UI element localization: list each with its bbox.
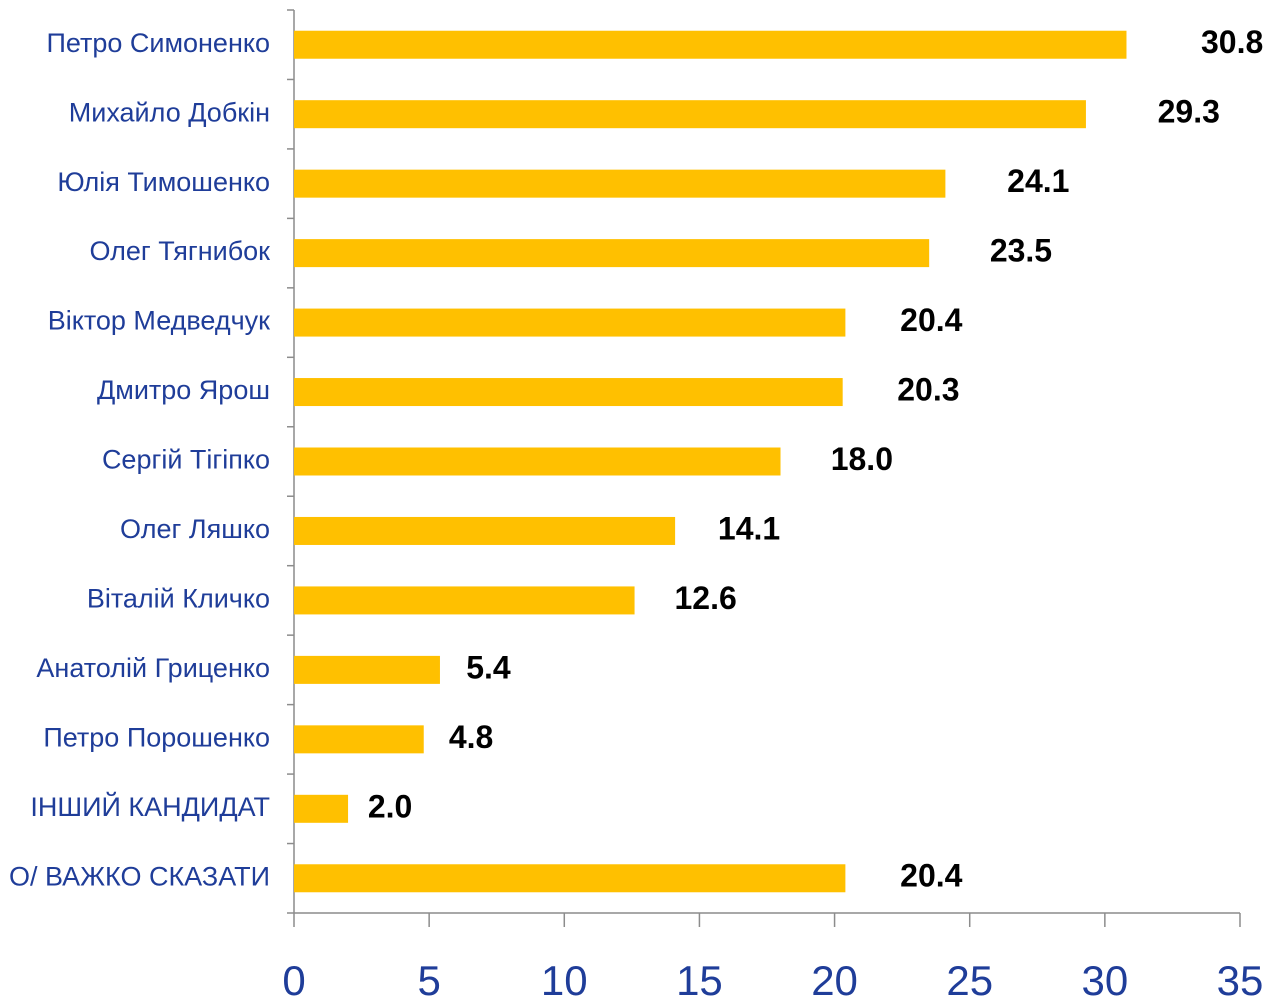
x-tick-label: 5 — [417, 957, 440, 1002]
bar — [294, 655, 440, 684]
value-label: 2.0 — [368, 788, 412, 824]
category-label: Анатолій Гриценко — [36, 653, 270, 683]
value-label: 14.1 — [718, 510, 780, 546]
category-label: Юлія Тимошенко — [57, 167, 270, 197]
category-label: Олег Тягнибок — [89, 236, 270, 266]
category-label: О/ ВАЖКО СКАЗАТИ — [9, 861, 270, 891]
bar — [294, 794, 349, 823]
category-label: Віталій Кличко — [87, 584, 270, 614]
value-label: 12.6 — [675, 580, 737, 616]
bar — [294, 447, 781, 476]
x-tick-label: 0 — [282, 957, 305, 1002]
value-label: 4.8 — [449, 719, 493, 755]
bar — [294, 378, 843, 407]
category-label: Сергій Тігіпко — [102, 445, 270, 475]
value-label: 30.8 — [1201, 24, 1263, 60]
x-tick-label: 35 — [1217, 957, 1264, 1002]
bar — [294, 308, 846, 337]
category-label: Віктор Медведчук — [48, 306, 270, 336]
x-tick-label: 30 — [1081, 957, 1128, 1002]
bar — [294, 239, 930, 268]
value-label: 23.5 — [990, 233, 1052, 269]
bar — [294, 169, 946, 198]
bar — [294, 725, 424, 754]
bar — [294, 100, 1086, 129]
value-label: 20.4 — [900, 302, 962, 338]
value-label: 5.4 — [466, 649, 511, 685]
bar — [294, 30, 1127, 59]
bar — [294, 586, 635, 615]
category-label: ІНШИЙ КАНДИДАТ — [30, 791, 270, 822]
category-label: Михайло Добкін — [69, 97, 270, 127]
bar — [294, 516, 676, 545]
value-label: 18.0 — [831, 441, 893, 477]
value-label: 24.1 — [1007, 163, 1069, 199]
value-label: 20.4 — [900, 858, 962, 894]
category-label: Дмитро Ярош — [97, 375, 270, 405]
category-label: Олег Ляшко — [120, 514, 270, 544]
x-tick-label: 25 — [946, 957, 993, 1002]
x-tick-label: 20 — [811, 957, 858, 1002]
category-label: Петро Симоненко — [46, 28, 270, 58]
value-label: 20.3 — [897, 371, 959, 407]
x-tick-label: 15 — [676, 957, 723, 1002]
x-tick-label: 10 — [541, 957, 588, 1002]
bar — [294, 864, 846, 893]
value-label: 29.3 — [1158, 94, 1220, 130]
category-label: Петро Порошенко — [43, 722, 270, 752]
